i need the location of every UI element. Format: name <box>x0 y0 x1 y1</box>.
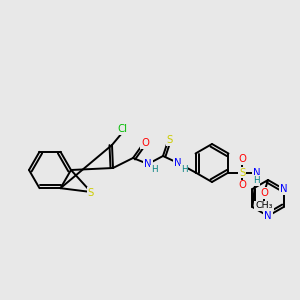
Text: N: N <box>280 184 287 194</box>
Text: Cl: Cl <box>117 124 127 134</box>
Text: N: N <box>174 158 182 168</box>
Text: O: O <box>238 154 247 164</box>
Text: H: H <box>151 166 157 175</box>
Text: N: N <box>264 211 272 221</box>
Text: CH₃: CH₃ <box>255 202 273 211</box>
Text: H: H <box>181 164 187 173</box>
Text: O: O <box>260 188 268 198</box>
Text: S: S <box>167 135 173 145</box>
Text: O: O <box>238 181 247 190</box>
Text: O: O <box>141 138 149 148</box>
Text: S: S <box>88 188 94 198</box>
Text: H: H <box>253 176 260 185</box>
Text: S: S <box>239 167 246 178</box>
Text: N: N <box>253 167 260 178</box>
Text: N: N <box>144 159 152 169</box>
